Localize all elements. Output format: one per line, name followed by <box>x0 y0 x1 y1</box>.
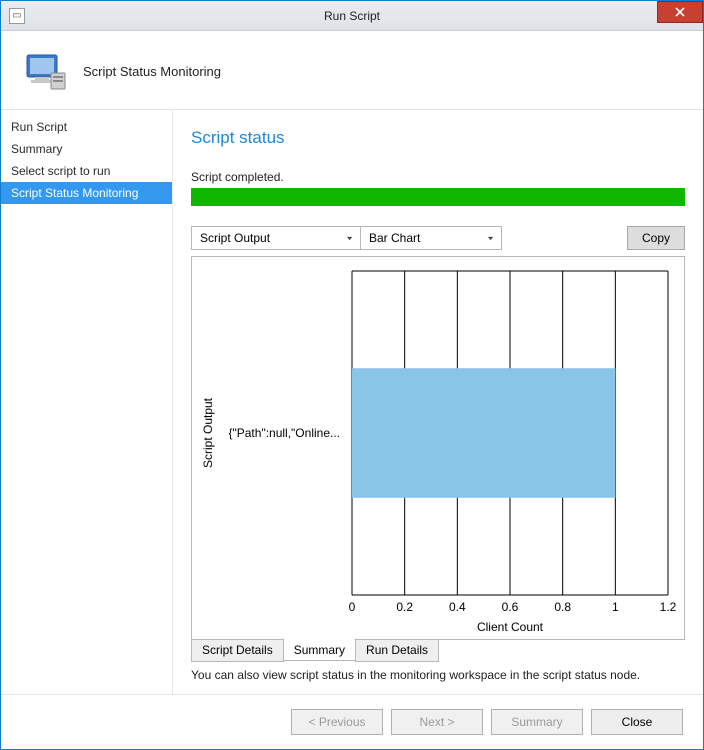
tab[interactable]: Run Details <box>355 639 439 662</box>
wizard-footer: < Previous Next > Summary Close <box>1 694 703 749</box>
svg-text:0.2: 0.2 <box>396 600 413 614</box>
svg-text:Script Output: Script Output <box>201 397 215 468</box>
close-icon[interactable] <box>657 1 703 23</box>
svg-text:0.6: 0.6 <box>502 600 519 614</box>
status-text: Script completed. <box>191 170 685 184</box>
sidebar-item[interactable]: Select script to run <box>1 160 172 182</box>
svg-text:0.4: 0.4 <box>449 600 466 614</box>
wizard-header-title: Script Status Monitoring <box>83 64 221 79</box>
svg-text:Client Count: Client Count <box>477 620 544 634</box>
bottom-tabs: Script DetailsSummaryRun Details <box>191 639 685 662</box>
close-button[interactable]: Close <box>591 709 683 735</box>
svg-text:0: 0 <box>349 600 356 614</box>
wizard-body: Run ScriptSummarySelect script to runScr… <box>1 110 703 694</box>
sidebar-item[interactable]: Script Status Monitoring <box>1 182 172 204</box>
chevron-down-icon: ▼ <box>345 235 354 241</box>
dialog-window: ▭ Run Script Script Status Monitoring Ru… <box>0 0 704 750</box>
tab[interactable]: Summary <box>283 638 356 661</box>
sidebar-item[interactable]: Summary <box>1 138 172 160</box>
chart-controls-row: Script Output ▼ Bar Chart ▼ Copy <box>191 226 685 250</box>
summary-button: Summary <box>491 709 583 735</box>
svg-text:1.2: 1.2 <box>660 600 677 614</box>
wizard-main-panel: Script status Script completed. Script O… <box>173 110 703 694</box>
copy-button[interactable]: Copy <box>627 226 685 250</box>
titlebar[interactable]: ▭ Run Script <box>1 1 703 31</box>
sidebar-item[interactable]: Run Script <box>1 116 172 138</box>
svg-text:0.8: 0.8 <box>554 600 571 614</box>
chart-type-dropdown-value: Bar Chart <box>369 231 420 245</box>
next-button: Next > <box>391 709 483 735</box>
monitor-icon <box>21 47 69 95</box>
page-title: Script status <box>191 128 685 148</box>
wizard-header: Script Status Monitoring <box>1 31 703 110</box>
svg-text:1: 1 <box>612 600 619 614</box>
chart-area: 0 0.2 0.4 0.6 0.8 1 1.2 {"Path":null,"Online...… <box>191 256 685 640</box>
svg-text:{"Path":null,"Online...: {"Path":null,"Online... <box>228 426 340 440</box>
tab[interactable]: Script Details <box>191 639 284 662</box>
app-icon: ▭ <box>9 8 25 24</box>
window-title: Run Script <box>1 9 703 23</box>
output-dropdown[interactable]: Script Output ▼ <box>191 226 361 250</box>
footer-note: You can also view script status in the m… <box>191 668 685 682</box>
previous-button: < Previous <box>291 709 383 735</box>
progress-bar <box>191 188 685 206</box>
wizard-steps-sidebar: Run ScriptSummarySelect script to runScr… <box>1 110 173 694</box>
bar-chart: 0 0.2 0.4 0.6 0.8 1 1.2 {"Path":null,"Online...… <box>192 257 684 639</box>
output-dropdown-value: Script Output <box>200 231 270 245</box>
chart-type-dropdown[interactable]: Bar Chart ▼ <box>360 226 502 250</box>
chevron-down-icon: ▼ <box>486 235 495 241</box>
